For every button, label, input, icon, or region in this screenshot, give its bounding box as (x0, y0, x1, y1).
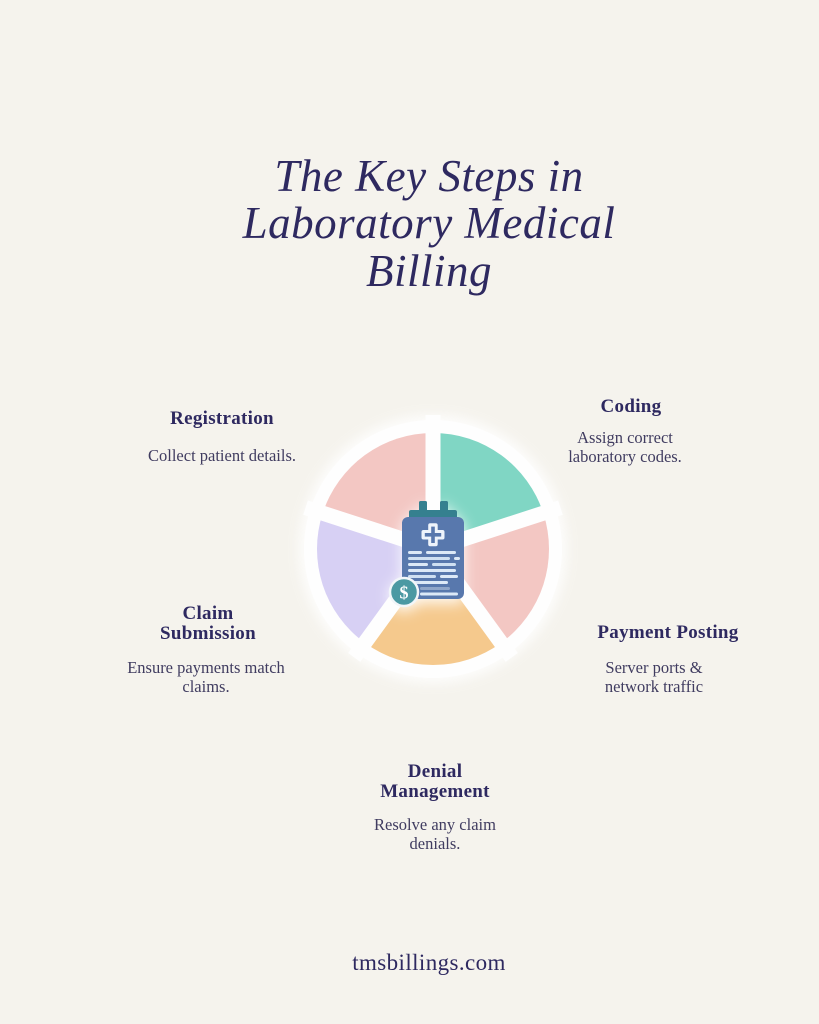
step-heading-payment-posting: Payment Posting (597, 622, 739, 643)
page-title: The Key Steps in Laboratory Medical Bill… (242, 151, 616, 296)
clipboard-icon: $ (388, 501, 464, 608)
step-description-coding: Assign correct laboratory codes. (568, 428, 682, 467)
clipboard-text-lines (408, 551, 460, 596)
dollar-sign: $ (400, 583, 409, 603)
step-description-registration: Collect patient details. (147, 446, 297, 465)
step-description-payment-posting: Server ports & network traffic (604, 658, 704, 697)
step-description-claim-submission: Ensure payments match claims. (127, 658, 285, 697)
pie-wedge-denial-management (364, 549, 502, 666)
medical-cross-icon (421, 523, 445, 547)
footer-website: tmsbillings.com (352, 950, 506, 975)
step-heading-coding: Coding (600, 396, 662, 417)
step-heading-denial-management: Denial Management (380, 761, 490, 803)
dollar-coin-icon: $ (388, 576, 420, 608)
step-heading-claim-submission: Claim Submission (160, 603, 256, 645)
step-heading-registration: Registration (170, 408, 274, 429)
step-description-denial-management: Resolve any claim denials. (374, 815, 496, 854)
